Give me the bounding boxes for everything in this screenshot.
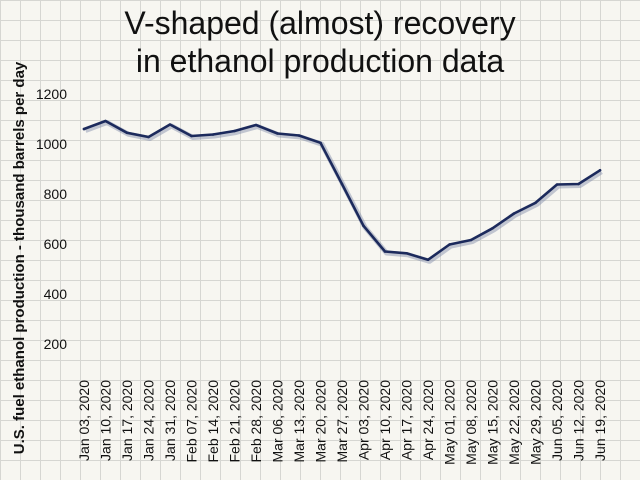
x-tick-label: May 01, 2020	[442, 380, 458, 465]
x-tick-label: Mar 06, 2020	[270, 380, 286, 463]
x-tick-label: Jun 19, 2020	[592, 380, 608, 461]
x-tick-label: Mar 20, 2020	[313, 380, 329, 463]
y-tick-label: 1200	[36, 86, 67, 102]
data-point	[534, 201, 537, 205]
x-tick-label: Apr 03, 2020	[356, 380, 372, 460]
x-tick-label: May 29, 2020	[528, 380, 544, 465]
data-point	[104, 119, 107, 123]
x-tick-label: Jan 24, 2020	[141, 380, 157, 461]
data-point	[426, 258, 430, 262]
series-group	[82, 119, 603, 264]
y-tick-label: 800	[44, 186, 68, 202]
x-tick-label: Feb 21, 2020	[227, 380, 243, 463]
chart-title-line-2: in ethanol production data	[135, 43, 505, 79]
data-point	[190, 134, 193, 138]
y-tick-label: 200	[44, 336, 68, 352]
data-point	[598, 168, 602, 172]
data-point	[340, 182, 344, 186]
x-tick-label: Feb 07, 2020	[184, 380, 200, 463]
x-tick-label: Jan 03, 2020	[76, 380, 92, 461]
x-tick-label: May 15, 2020	[485, 380, 501, 465]
data-point	[362, 224, 365, 228]
chart-title: V-shaped (almost) recovery in ethanol pr…	[0, 4, 640, 80]
data-point	[125, 131, 129, 135]
series-line-shadow	[84, 120, 603, 264]
series-line	[82, 119, 602, 262]
data-point	[577, 182, 580, 186]
data-point	[383, 250, 387, 253]
data-point	[211, 133, 215, 136]
x-axis-ticks: Jan 03, 2020 Jan 10, 2020 Jan 17, 2020 Jan …	[76, 380, 608, 465]
x-tick-label: Apr 10, 2020	[377, 380, 393, 460]
y-axis-label: U.S. fuel ethanol production - thousand …	[11, 61, 28, 454]
data-point	[147, 135, 150, 139]
data-point	[254, 123, 258, 127]
x-tick-label: Jan 17, 2020	[119, 380, 135, 461]
y-tick-label: 400	[44, 286, 68, 302]
x-tick-label: Apr 24, 2020	[420, 380, 436, 460]
data-point	[82, 127, 86, 131]
y-tick-label: 600	[44, 236, 68, 252]
chart-title-line-1: V-shaped (almost) recovery	[124, 5, 516, 41]
data-point	[555, 183, 559, 186]
data-point	[405, 251, 408, 255]
x-tick-label: Jun 12, 2020	[571, 380, 587, 461]
data-point	[491, 226, 494, 230]
data-point	[512, 212, 516, 215]
x-tick-label: Feb 14, 2020	[205, 380, 221, 463]
x-tick-label: May 22, 2020	[506, 380, 522, 465]
y-axis-ticks: 200 400 600 800 1000 1200	[36, 86, 67, 352]
data-point	[448, 243, 451, 246]
x-tick-label: Jan 31, 2020	[162, 380, 178, 461]
data-point	[469, 238, 473, 242]
x-tick-label: Mar 13, 2020	[291, 380, 307, 463]
data-point	[297, 134, 301, 137]
x-tick-label: Jan 10, 2020	[98, 380, 114, 461]
x-tick-label: Feb 28, 2020	[248, 380, 264, 463]
y-tick-label: 1000	[36, 136, 67, 152]
x-tick-label: Mar 27, 2020	[334, 380, 350, 463]
data-point	[276, 132, 279, 135]
data-point	[233, 129, 236, 133]
data-point	[168, 123, 172, 126]
x-tick-label: May 08, 2020	[463, 380, 479, 465]
x-tick-label: Apr 17, 2020	[399, 380, 415, 460]
x-tick-label: Jun 05, 2020	[549, 380, 565, 461]
data-point	[319, 141, 322, 145]
